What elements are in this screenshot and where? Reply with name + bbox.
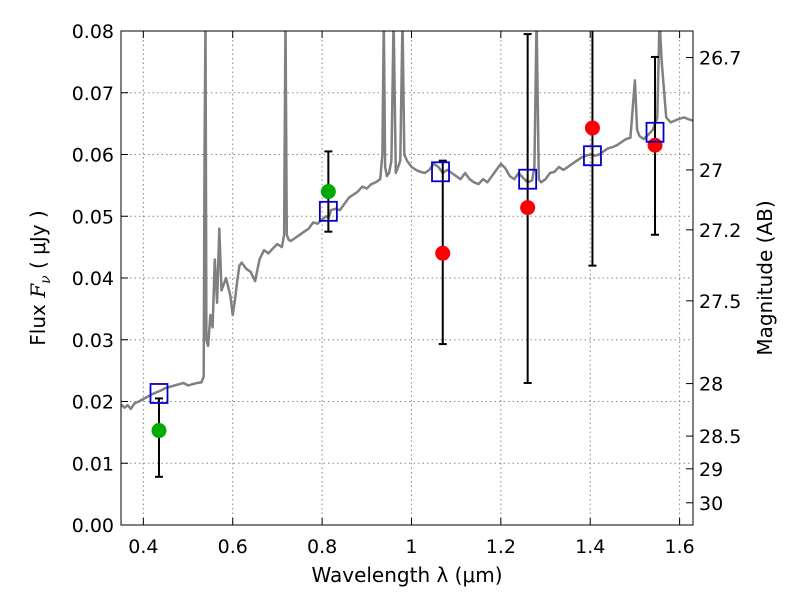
x-tick-label: 0.4 bbox=[128, 536, 158, 558]
y2-tick-label: 28.5 bbox=[699, 426, 741, 448]
y2-tick-label: 30 bbox=[699, 493, 723, 515]
y-tick-label: 0.06 bbox=[72, 145, 114, 167]
photometry-markers bbox=[151, 120, 663, 439]
photometry-point bbox=[151, 423, 167, 439]
y-tick-label: 0.05 bbox=[72, 206, 114, 228]
y-axis-label-tail: ( μJy ) bbox=[26, 210, 50, 275]
x-tick-label: 1 bbox=[405, 536, 417, 558]
y-axis-label-lead: Flux bbox=[26, 298, 50, 346]
x-tick-label: 1.6 bbox=[664, 536, 694, 558]
model-point-box bbox=[318, 200, 338, 222]
y-tick-label: 0.02 bbox=[72, 392, 114, 414]
axis-ticks bbox=[121, 30, 693, 526]
y-axis-label: Flux Fν ( μJy ) bbox=[26, 210, 54, 345]
y-tick-label: 0.03 bbox=[72, 330, 114, 352]
model-point-box bbox=[518, 168, 538, 190]
y2-tick-label: 27.2 bbox=[699, 220, 741, 242]
model-point-box bbox=[149, 383, 169, 404]
model-point-box bbox=[583, 145, 602, 167]
y2-axis-label: Magnitude (AB) bbox=[753, 200, 777, 355]
x-tick-label: 0.8 bbox=[307, 536, 337, 558]
model-point-box bbox=[431, 161, 450, 183]
y2-tick-label: 28 bbox=[699, 374, 723, 396]
y-tick-label: 0.01 bbox=[72, 453, 114, 475]
x-tick-label: 1.4 bbox=[575, 536, 605, 558]
photometry-point bbox=[320, 184, 336, 200]
photometry-point bbox=[647, 137, 663, 153]
y-axis-label-subscript: ν bbox=[38, 275, 54, 284]
x-axis-label: Wavelength λ (μm) bbox=[311, 563, 502, 587]
x-tick-label: 0.6 bbox=[218, 536, 248, 558]
photometry-point bbox=[584, 120, 600, 136]
model-point-box bbox=[645, 121, 665, 143]
x-tick-labels: 0.4 0.6 0.8 1 1.2 1.4 1.6 bbox=[128, 536, 694, 558]
x-tick-label: 1.2 bbox=[486, 536, 516, 558]
y-tick-label: 0.07 bbox=[72, 83, 114, 105]
y2-tick-label: 29 bbox=[699, 459, 723, 481]
y-tick-label: 0.00 bbox=[72, 515, 114, 537]
y-tick-labels: 0.00 0.01 0.02 0.03 0.04 0.05 0.06 0.07 0.08 bbox=[72, 21, 114, 537]
template-spectrum-layer bbox=[121, 31, 693, 411]
photometry-point bbox=[520, 200, 536, 216]
y2-tick-label: 26.7 bbox=[699, 48, 741, 70]
y-tick-label: 0.08 bbox=[72, 21, 114, 43]
template-spectrum-line bbox=[121, 31, 693, 411]
y-axis-label-symbol: F bbox=[26, 283, 50, 299]
photometry-point bbox=[435, 245, 451, 261]
y-tick-label: 0.04 bbox=[72, 268, 114, 290]
y2-tick-label: 27 bbox=[699, 160, 723, 182]
model-photometry-boxes bbox=[149, 121, 665, 404]
y2-tick-label: 27.5 bbox=[699, 291, 741, 313]
y2-tick-labels: 26.7 27 27.2 27.5 28 28.5 29 30 bbox=[699, 48, 741, 515]
